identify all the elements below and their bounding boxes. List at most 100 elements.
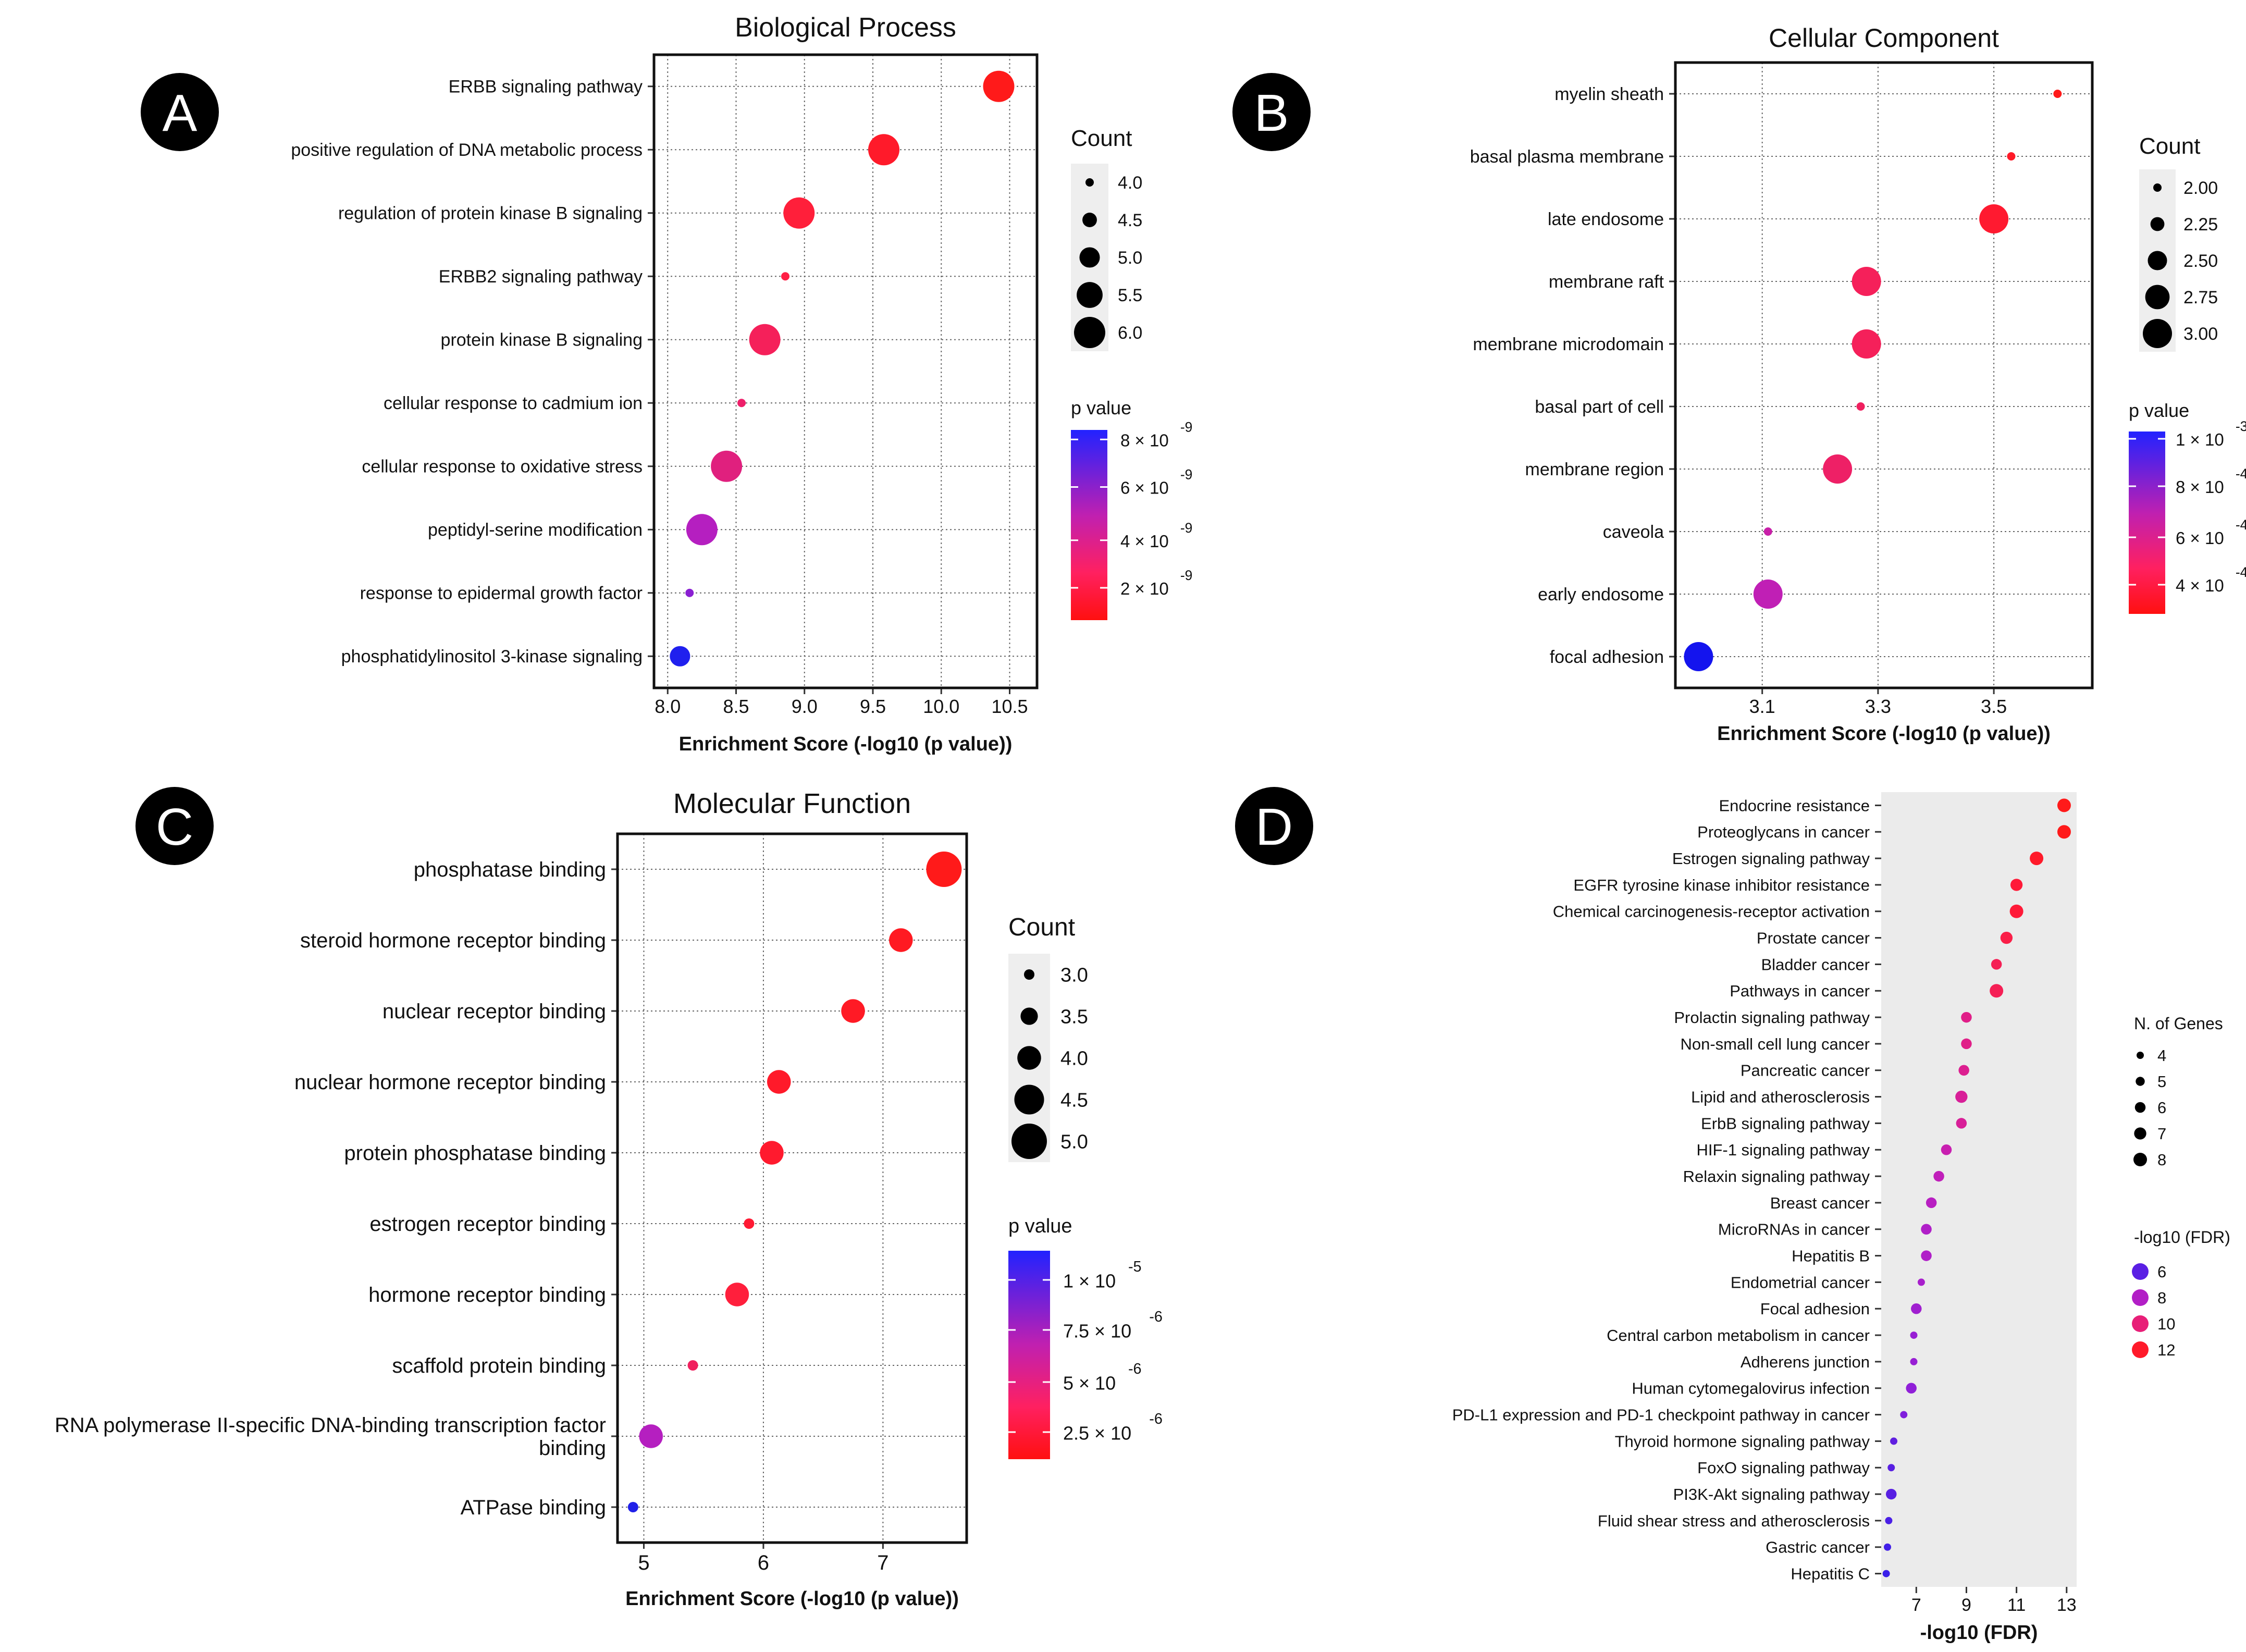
data-point (783, 197, 815, 229)
color-legend-bar (2129, 432, 2165, 614)
y-tick-label: protein kinase B signaling (441, 330, 643, 350)
x-tick-label: 7 (877, 1551, 888, 1574)
data-point (1823, 454, 1853, 484)
y-tick-label: protein phosphatase binding (344, 1142, 606, 1165)
x-tick-label: 8.5 (723, 696, 749, 717)
y-tick-label: basal part of cell (1535, 397, 1664, 417)
y-tick-label: Endometrial cancer (1731, 1273, 1870, 1291)
color-legend-label: 1 × 10 (1063, 1270, 1116, 1291)
data-point (1917, 1278, 1925, 1286)
plot-frame (616, 832, 968, 1544)
data-point (2007, 152, 2016, 161)
data-point (687, 1360, 698, 1371)
size-legend-dot (2148, 251, 2167, 270)
size-legend-label: 5.0 (1118, 248, 1142, 268)
y-tick-label: RNA polymerase II-specific DNA-binding t… (55, 1414, 606, 1437)
data-point (1852, 329, 1881, 359)
y-tick-label: nuclear receptor binding (382, 1000, 606, 1023)
color-legend-label: 2 × 10 (1120, 579, 1169, 598)
y-tick-label: Estrogen signaling pathway (1672, 849, 1870, 868)
y-tick-label: Pancreatic cancer (1741, 1062, 1870, 1080)
size-legend-dot (1017, 1046, 1041, 1070)
y-tick-label: ErbB signaling pathway (1701, 1114, 1870, 1132)
data-point (725, 1283, 749, 1306)
x-tick-label: 5 (638, 1551, 649, 1574)
size-legend-dot (2134, 1127, 2146, 1140)
y-tick-label: Endocrine resistance (1719, 796, 1870, 815)
size-legend-label: 3.0 (1060, 964, 1088, 986)
size-legend-dot (2145, 285, 2170, 310)
color-legend-label: 5 × 10 (1063, 1372, 1116, 1394)
x-tick-label: 6 (758, 1551, 769, 1574)
panel-label-badge: D (1235, 787, 1313, 865)
panel-label-letter: C (156, 798, 193, 856)
color-legend-bar (1008, 1251, 1050, 1459)
data-point (1910, 1358, 1918, 1365)
color-legend-label: 4 × 10 (1120, 532, 1169, 551)
x-tick-label: 9.0 (792, 696, 818, 717)
y-tick-label: Relaxin signaling pathway (1683, 1167, 1870, 1186)
y-tick-label: scaffold protein binding (392, 1354, 606, 1377)
size-legend-dot (1011, 1124, 1047, 1159)
size-legend-label: 4.5 (1118, 211, 1142, 230)
size-legend-dot (2143, 319, 2172, 348)
y-tick-label: Bladder cancer (1761, 955, 1870, 973)
y-tick-label: ATPase binding (461, 1496, 606, 1519)
data-point (685, 588, 694, 597)
data-point (1882, 1570, 1890, 1577)
size-legend-dot (1082, 213, 1097, 227)
y-tick-label: Hepatitis B (1792, 1247, 1870, 1265)
size-legend-label: 7 (2157, 1125, 2166, 1143)
color-legend-title: p value (1008, 1215, 1072, 1237)
x-tick-label: 3.5 (1981, 696, 2007, 717)
size-legend-label: 3.00 (2183, 324, 2218, 344)
color-legend-dot (2132, 1315, 2149, 1332)
y-tick-label: Prostate cancer (1757, 929, 1870, 947)
data-point (1961, 1038, 1972, 1050)
size-legend-dot (1014, 1084, 1044, 1115)
y-tick-label: response to epidermal growth factor (360, 584, 643, 603)
y-tick-label: early endosome (1538, 585, 1664, 605)
y-tick-label: MicroRNAs in cancer (1718, 1220, 1870, 1239)
panel-label-badge: A (141, 73, 219, 151)
size-legend-label: 5.0 (1060, 1131, 1088, 1153)
size-legend-dot (2153, 183, 2162, 192)
data-point (1958, 1065, 1969, 1076)
x-tick-label: 10.5 (991, 696, 1028, 717)
color-legend-dot (2132, 1263, 2149, 1280)
data-point (1921, 1250, 1932, 1261)
color-legend-exponent: -9 (1180, 568, 1192, 583)
data-point (1956, 1118, 1967, 1129)
size-legend-dot (2134, 1102, 2146, 1113)
y-tick-label: phosphatidylinositol 3-kinase signaling (341, 647, 643, 667)
y-tick-label: focal adhesion (1550, 647, 1664, 667)
y-tick-label: Hepatitis C (1791, 1564, 1870, 1583)
data-point (983, 70, 1015, 102)
color-legend: -log10 (FDR) 6 8 10 12 (2132, 1228, 2230, 1359)
data-point (760, 1141, 784, 1165)
y-tick-label: Non-small cell lung cancer (1680, 1035, 1870, 1053)
data-point (670, 646, 690, 667)
y-tick-label: Fluid shear stress and atherosclerosis (1598, 1512, 1870, 1530)
y-tick-label: Prolactin signaling pathway (1674, 1008, 1870, 1027)
x-tick-label: 8.0 (655, 696, 681, 717)
color-legend-label: 1 × 10 (2176, 430, 2224, 449)
y-tick-label: caveola (1603, 522, 1664, 542)
data-point (1753, 580, 1783, 609)
x-tick-label: 10.0 (923, 696, 959, 717)
size-legend-label: 2.25 (2183, 215, 2218, 235)
size-legend-title: N. of Genes (2134, 1014, 2223, 1033)
data-point (1885, 1488, 1897, 1500)
x-tick-label: 9 (1961, 1595, 1971, 1615)
data-point (1933, 1170, 1944, 1182)
color-legend-label: 4 × 10 (2176, 576, 2224, 595)
data-point (1955, 1090, 1968, 1103)
color-legend-bar (1071, 430, 1107, 620)
y-tick-label: membrane microdomain (1473, 335, 1664, 354)
panel-label-badge: C (135, 787, 214, 865)
color-legend-title: p value (2129, 400, 2189, 421)
y-tick-label: EGFR tyrosine kinase inhibitor resistanc… (1573, 876, 1870, 894)
data-point (639, 1424, 663, 1448)
data-point (627, 1502, 638, 1512)
